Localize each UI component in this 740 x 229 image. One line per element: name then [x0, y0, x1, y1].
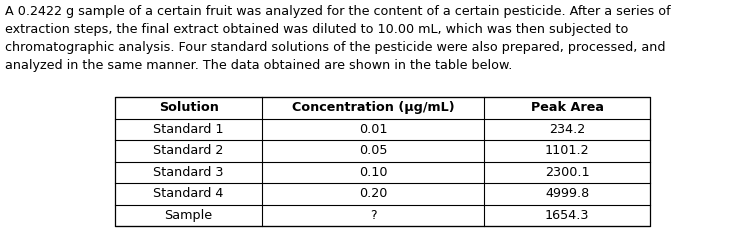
Text: 1654.3: 1654.3 [545, 209, 589, 222]
Text: 1101.2: 1101.2 [545, 144, 589, 157]
Text: Sample: Sample [164, 209, 212, 222]
Text: 0.10: 0.10 [359, 166, 387, 179]
Text: Peak Area: Peak Area [531, 101, 604, 114]
Text: Concentration (µg/mL): Concentration (µg/mL) [292, 101, 454, 114]
Bar [115, 97, 650, 226]
Text: chromatographic analysis. Four standard solutions of the pesticide were also pre: chromatographic analysis. Four standard … [5, 41, 665, 54]
Text: analyzed in the same manner. The data obtained are shown in the table below.: analyzed in the same manner. The data ob… [5, 59, 512, 72]
Text: Standard 4: Standard 4 [153, 187, 223, 200]
Text: Solution: Solution [158, 101, 218, 114]
Text: Standard 3: Standard 3 [153, 166, 223, 179]
Text: 0.05: 0.05 [359, 144, 387, 157]
Text: 0.20: 0.20 [359, 187, 387, 200]
Text: 4999.8: 4999.8 [545, 187, 589, 200]
Text: extraction steps, the final extract obtained was diluted to 10.00 mL, which was : extraction steps, the final extract obta… [5, 23, 628, 36]
Text: Standard 1: Standard 1 [153, 123, 223, 136]
Text: 2300.1: 2300.1 [545, 166, 589, 179]
Text: 0.01: 0.01 [359, 123, 387, 136]
Text: ?: ? [370, 209, 377, 222]
Text: 234.2: 234.2 [549, 123, 585, 136]
Text: Standard 2: Standard 2 [153, 144, 223, 157]
Text: A 0.2422 g sample of a certain fruit was analyzed for the content of a certain p: A 0.2422 g sample of a certain fruit was… [5, 5, 670, 18]
